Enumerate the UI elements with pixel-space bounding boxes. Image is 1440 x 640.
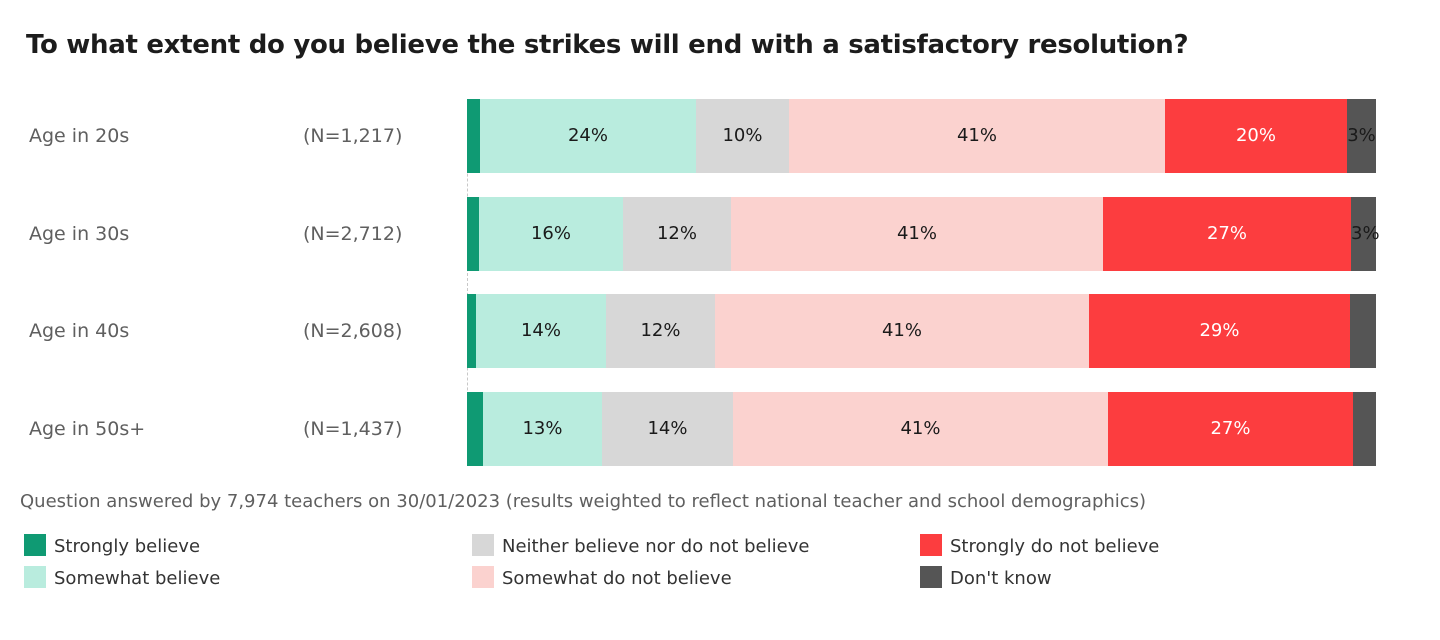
row-sample-size-40s: (N=2,608) xyxy=(303,320,403,342)
chart-title: To what extent do you believe the strike… xyxy=(26,30,1189,60)
bar-value-label: 27% xyxy=(1206,223,1247,244)
bar-segment-strongly-do-not-believe xyxy=(1165,99,1347,173)
legend-item-dont-know: Don't know xyxy=(920,566,1052,591)
bar-value-label: 3% xyxy=(1347,125,1376,146)
row-sample-size-20s: (N=1,217) xyxy=(303,125,403,147)
bar-value-label: 24% xyxy=(567,125,608,146)
bar-value-label: 13% xyxy=(522,418,563,439)
row-label-40s: Age in 40s xyxy=(29,320,130,342)
bar-segment-strongly-believe xyxy=(467,197,479,271)
footnote: Question answered by 7,974 teachers on 3… xyxy=(20,491,1147,512)
legend-item-somewhat-do-not-believe: Somewhat do not believe xyxy=(472,566,732,591)
bar-segment-don-t-know xyxy=(1350,294,1376,368)
bar-segment-somewhat-believe xyxy=(476,294,606,368)
bar-segment-strongly-do-not-believe xyxy=(1108,392,1353,466)
legend-label: Strongly believe xyxy=(54,536,201,557)
bar-value-label: 10% xyxy=(722,125,763,146)
legend-label: Somewhat do not believe xyxy=(502,568,732,589)
bar-value-label: 12% xyxy=(640,320,681,341)
bar-value-label: 41% xyxy=(896,223,937,244)
row-label-20s: Age in 20s xyxy=(29,125,130,147)
legend-label: Don't know xyxy=(950,568,1052,589)
bar-value-label: 29% xyxy=(1199,320,1240,341)
bar-segment-somewhat-do-not-believe xyxy=(731,197,1103,271)
legend-label: Strongly do not believe xyxy=(950,536,1160,557)
bar-value-label: 3% xyxy=(1351,223,1380,244)
bar-segment-somewhat-do-not-believe xyxy=(715,294,1089,368)
bar-value-label: 41% xyxy=(881,320,922,341)
zero-axis-line xyxy=(467,99,468,465)
legend-label: Neither believe nor do not believe xyxy=(502,536,810,557)
bar-segment-neither-believe-nor-do-not-believe xyxy=(606,294,715,368)
bar-value-label: 41% xyxy=(900,418,941,439)
legend-swatch xyxy=(920,566,942,588)
legend-swatch xyxy=(24,566,46,588)
bar-segment-strongly-do-not-believe xyxy=(1103,197,1351,271)
legend-label: Somewhat believe xyxy=(54,568,221,589)
bar-segment-don-t-know xyxy=(1351,197,1376,271)
row-sample-size-30s: (N=2,712) xyxy=(303,223,403,245)
bar-row: 14% 12% 41% 29% xyxy=(467,294,1376,368)
bar-segment-neither-believe-nor-do-not-believe xyxy=(602,392,733,466)
legend-swatch xyxy=(472,534,494,556)
bar-segment-strongly-believe xyxy=(467,294,476,368)
bar-segment-somewhat-believe xyxy=(483,392,602,466)
bar-segment-strongly-believe xyxy=(467,99,480,173)
bar-value-label: 12% xyxy=(656,223,697,244)
bar-row: 13% 14% 41% 27% xyxy=(467,392,1376,466)
bar-value-label: 16% xyxy=(530,223,571,244)
bar-segment-somewhat-do-not-believe xyxy=(733,392,1108,466)
legend-item-strongly-believe: Strongly believe xyxy=(24,534,201,559)
bar-row: 24% 10% 41% 20% 3% xyxy=(467,99,1376,173)
bar-segment-neither-believe-nor-do-not-believe xyxy=(696,99,789,173)
bar-segment-somewhat-believe xyxy=(479,197,623,271)
legend-item-somewhat-believe: Somewhat believe xyxy=(24,566,221,591)
bar-segment-don-t-know xyxy=(1347,99,1376,173)
bar-segment-strongly-believe xyxy=(467,392,483,466)
bar-value-label: 14% xyxy=(647,418,688,439)
bar-row: 16% 12% 41% 27% 3% xyxy=(467,197,1380,271)
legend-swatch xyxy=(24,534,46,556)
legend-item-neither: Neither believe nor do not believe xyxy=(472,534,810,559)
bar-segment-strongly-do-not-believe xyxy=(1089,294,1350,368)
bar-segment-neither-believe-nor-do-not-believe xyxy=(623,197,731,271)
legend-swatch xyxy=(472,566,494,588)
row-label-30s: Age in 30s xyxy=(29,223,130,245)
row-sample-size-50s: (N=1,437) xyxy=(303,418,403,440)
bar-value-label: 27% xyxy=(1210,418,1251,439)
bar-segment-somewhat-do-not-believe xyxy=(789,99,1165,173)
row-label-50s: Age in 50s+ xyxy=(29,418,146,440)
legend-swatch xyxy=(920,534,942,556)
bar-value-label: 20% xyxy=(1235,125,1276,146)
bar-segment-somewhat-believe xyxy=(480,99,696,173)
bar-value-label: 41% xyxy=(956,125,997,146)
bar-segment-don-t-know xyxy=(1353,392,1376,466)
legend-item-strongly-do-not-believe: Strongly do not believe xyxy=(920,534,1160,559)
bar-value-label: 14% xyxy=(520,320,561,341)
